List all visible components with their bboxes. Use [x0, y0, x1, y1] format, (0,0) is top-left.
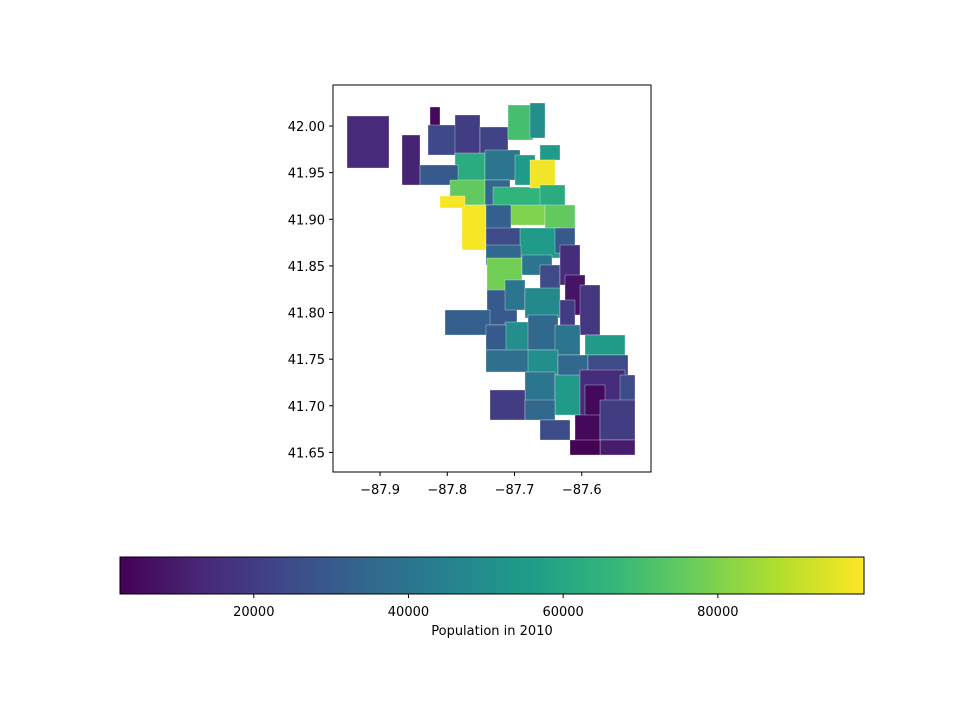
community-area — [584, 334, 626, 356]
community-area — [507, 104, 534, 141]
y-tick-label: 41.65 — [288, 446, 325, 461]
community-area — [539, 144, 561, 161]
colorbar-tick-label: 40000 — [388, 605, 429, 620]
community-area — [509, 204, 546, 226]
y-tick-label: 41.95 — [288, 167, 325, 182]
x-tick-label: −87.9 — [360, 483, 400, 498]
community-area — [444, 309, 491, 336]
community-area — [529, 102, 546, 139]
community-area — [479, 126, 509, 155]
community-area — [454, 152, 486, 182]
community-area — [401, 134, 421, 186]
community-area — [569, 439, 601, 456]
community-area — [427, 124, 459, 156]
community-area — [524, 287, 561, 319]
y-tick-label: 41.85 — [288, 260, 325, 275]
community-area — [461, 204, 488, 251]
community-area — [544, 204, 576, 231]
colorbar-tick-label: 80000 — [697, 605, 738, 620]
community-area — [429, 106, 441, 128]
colorbar-label: Population in 2010 — [431, 624, 553, 639]
community-area — [554, 324, 581, 356]
colorbar-tick-label: 60000 — [542, 605, 583, 620]
community-area — [485, 324, 507, 351]
community-area — [539, 184, 566, 208]
x-tick-label: −87.6 — [562, 483, 602, 498]
community-area — [527, 314, 559, 351]
community-area — [539, 419, 571, 441]
community-area — [419, 164, 459, 186]
y-tick-label: 42.00 — [288, 120, 325, 135]
community-area — [527, 349, 559, 376]
community-area — [519, 227, 561, 259]
y-tick-label: 41.75 — [288, 353, 325, 368]
y-tick-label: 41.70 — [288, 400, 325, 415]
community-area — [529, 159, 556, 189]
community-area — [504, 279, 526, 311]
community-area — [346, 115, 390, 169]
community-area — [484, 149, 521, 181]
map-areas — [346, 102, 636, 456]
community-area — [489, 389, 526, 421]
community-area — [524, 371, 556, 403]
community-area — [439, 195, 466, 209]
x-tick-label: −87.8 — [427, 483, 467, 498]
x-tick-label: −87.7 — [495, 483, 535, 498]
community-area — [579, 284, 601, 336]
colorbar — [119, 556, 865, 595]
community-area — [492, 186, 544, 208]
community-area — [454, 114, 481, 156]
community-area — [539, 264, 561, 291]
community-area — [599, 399, 636, 441]
axes-frame — [332, 84, 652, 473]
community-area — [485, 349, 532, 373]
community-area — [524, 399, 556, 421]
community-area — [504, 321, 531, 353]
y-tick-label: 41.90 — [288, 213, 325, 228]
colorbar-tick-label: 20000 — [233, 605, 274, 620]
community-area — [599, 439, 636, 456]
y-tick-label: 41.80 — [288, 307, 325, 322]
